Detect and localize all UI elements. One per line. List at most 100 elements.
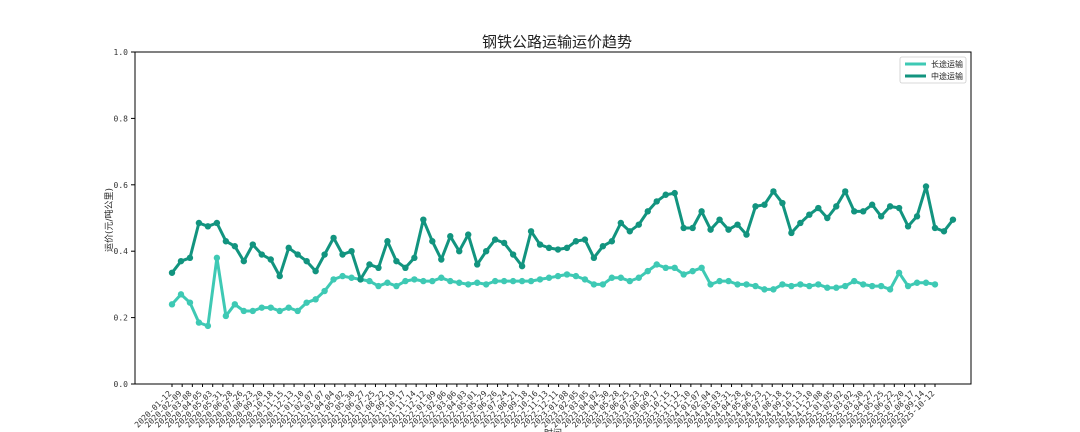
data-point: [806, 211, 813, 218]
data-point: [833, 203, 840, 210]
data-point: [438, 256, 445, 263]
data-point: [447, 233, 454, 240]
data-point: [420, 216, 427, 223]
data-point: [375, 282, 382, 290]
data-point: [752, 203, 759, 210]
data-point: [429, 277, 436, 285]
y-axis: 0.0 0.2 0.4 0.6 0.8 1.0: [114, 48, 135, 389]
data-point: [258, 304, 265, 311]
data-point: [707, 281, 714, 288]
data-point: [474, 261, 481, 268]
data-point: [168, 301, 176, 308]
data-point: [779, 199, 786, 207]
data-point: [554, 272, 562, 280]
data-point: [608, 238, 616, 245]
data-point: [886, 286, 894, 293]
data-point: [842, 282, 849, 290]
data-point: [931, 281, 939, 288]
data-point: [536, 276, 544, 283]
data-point: [384, 238, 391, 245]
data-point: [761, 201, 768, 208]
data-point: [725, 226, 732, 233]
data-point: [500, 239, 508, 247]
data-point: [411, 276, 418, 283]
data-point: [312, 267, 319, 275]
data-point: [249, 307, 256, 315]
data-point: [465, 281, 472, 288]
data-point: [743, 281, 750, 288]
data-point: [868, 282, 876, 290]
data-point: [240, 307, 248, 315]
data-point: [788, 282, 795, 290]
data-point: [662, 264, 669, 271]
data-point: [563, 244, 571, 252]
data-point: [671, 264, 678, 271]
data-point: [824, 214, 831, 222]
data-point: [348, 274, 355, 281]
data-point: [913, 213, 921, 220]
data-point: [689, 224, 696, 232]
data-point: [321, 251, 328, 258]
data-point: [195, 219, 203, 227]
data-point: [348, 248, 355, 255]
data-point: [518, 262, 526, 270]
data-point: [536, 241, 544, 248]
data-point: [922, 183, 930, 190]
data-point: [797, 219, 804, 227]
data-point: [779, 281, 786, 288]
data-point: [842, 188, 849, 195]
data-point: [527, 277, 535, 285]
data-point: [222, 238, 230, 245]
y-tick-label: 0.6: [114, 181, 129, 190]
data-point: [330, 276, 337, 283]
data-point: [895, 269, 903, 276]
data-point: [545, 274, 553, 281]
data-point: [195, 319, 203, 326]
data-point: [222, 312, 230, 320]
data-point: [177, 291, 185, 298]
data-point: [177, 257, 185, 265]
data-point: [734, 281, 741, 288]
data-point: [276, 307, 283, 315]
x-axis-label: 时间: [544, 427, 562, 432]
legend-label: 长途运输: [931, 59, 963, 69]
data-point: [904, 282, 912, 290]
data-point: [886, 203, 894, 210]
y-axis-label: 运价(元/吨公里): [103, 188, 115, 252]
y-tick-label: 0.2: [114, 314, 129, 323]
data-point: [904, 223, 912, 230]
data-point: [635, 221, 642, 228]
data-point: [797, 281, 804, 288]
data-point: [258, 251, 265, 258]
data-point: [357, 276, 364, 283]
data-point: [868, 201, 876, 208]
data-point: [384, 279, 391, 286]
data-point: [204, 322, 212, 330]
data-point: [680, 224, 687, 232]
data-point: [653, 261, 660, 268]
data-point: [267, 256, 274, 263]
data-point: [734, 221, 741, 228]
data-point: [231, 301, 239, 308]
data-point: [770, 286, 777, 293]
data-point: [168, 269, 176, 276]
data-point: [330, 234, 337, 242]
data-point: [420, 277, 427, 285]
data-point: [285, 244, 292, 252]
data-point: [527, 228, 535, 235]
data-point: [644, 267, 651, 275]
data-point: [366, 277, 373, 285]
data-point: [294, 251, 301, 258]
data-point: [509, 251, 517, 258]
data-point: [922, 279, 930, 286]
data-point: [788, 229, 795, 237]
data-point: [393, 282, 400, 290]
data-point: [851, 277, 858, 285]
data-point: [590, 281, 598, 288]
data-point: [725, 277, 732, 285]
data-point: [940, 228, 948, 235]
data-point: [581, 236, 589, 243]
data-point: [402, 277, 409, 285]
data-point: [285, 304, 292, 311]
data-point: [743, 231, 750, 238]
